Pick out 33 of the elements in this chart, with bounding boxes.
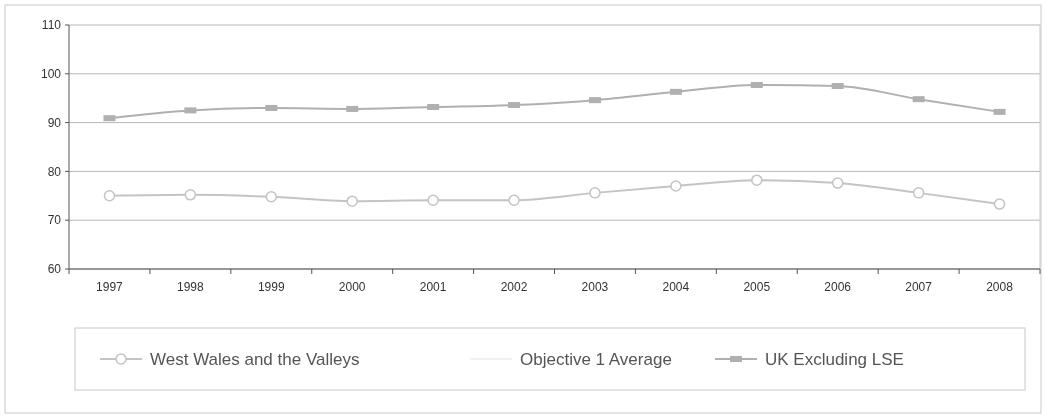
legend-label: Objective 1 Average	[520, 349, 672, 369]
y-tick-label: 80	[47, 164, 62, 179]
point	[508, 194, 520, 206]
point	[751, 174, 763, 186]
legend-label: West Wales and the Valleys	[150, 349, 360, 369]
x-tick-label: 2008	[986, 280, 1014, 294]
point	[670, 180, 682, 192]
x-tick-label: 2007	[905, 280, 933, 294]
y-tick-label: 60	[47, 262, 62, 277]
x-tick-label: 1997	[96, 280, 124, 294]
x-tick-label: 2002	[500, 280, 528, 294]
y-tick-label: 70	[47, 213, 62, 228]
point	[831, 177, 844, 189]
x-tick-label: 2005	[743, 280, 771, 294]
point	[993, 198, 1006, 210]
point	[912, 187, 925, 199]
x-tick-label: 2004	[662, 280, 690, 294]
point	[346, 195, 358, 207]
x-tick-label: 1999	[257, 280, 285, 294]
y-tick-label: 90	[47, 115, 62, 130]
x-tick-label: 1998	[177, 280, 205, 294]
x-tick-label: 2003	[581, 280, 609, 294]
point	[103, 190, 116, 202]
point	[589, 187, 601, 199]
x-tick-label: 2006	[824, 280, 852, 294]
point	[427, 194, 439, 206]
x-tick-label: 2001	[419, 280, 447, 294]
legend-label: UK Excluding LSE	[765, 349, 904, 369]
x-tick-label: 2000	[338, 280, 366, 294]
y-tick-label: 100	[40, 67, 62, 81]
point	[184, 189, 197, 201]
y-tick-label: 110	[41, 18, 62, 33]
point	[265, 191, 278, 203]
